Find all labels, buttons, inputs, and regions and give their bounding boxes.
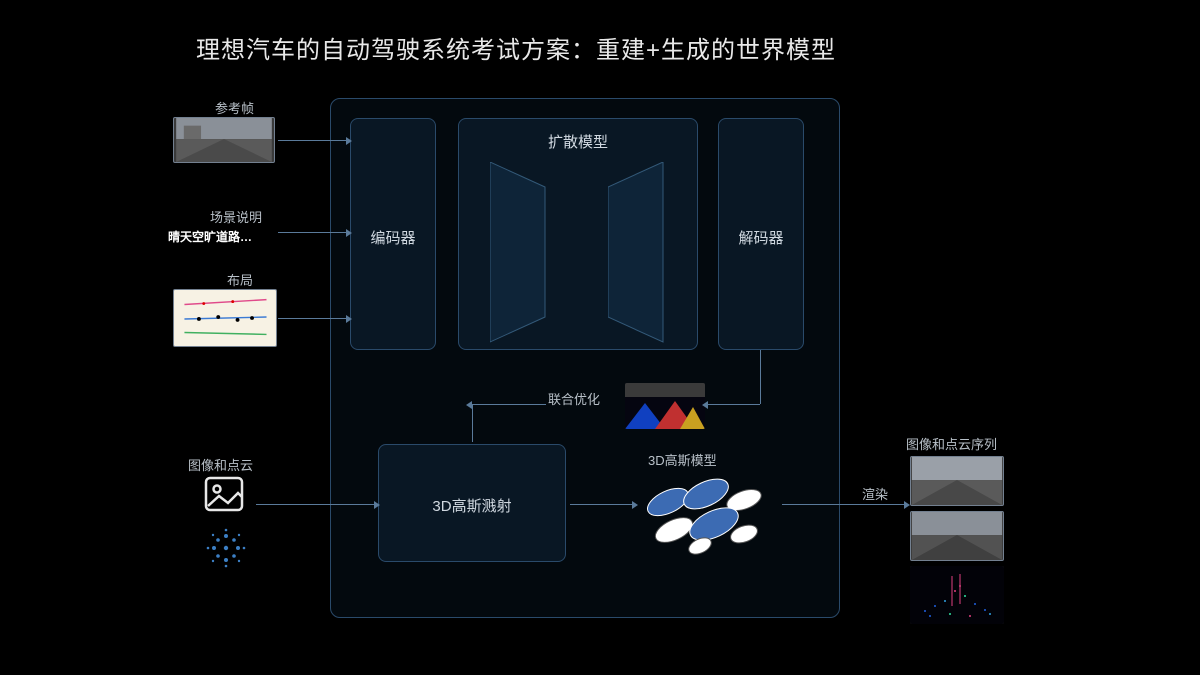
thumb-ref-frame [173, 117, 275, 163]
diffusion-trapezoid-left [490, 162, 548, 344]
arrow-in-2 [278, 232, 346, 233]
label-scene-desc: 场景说明 [210, 207, 262, 226]
label-output-seq: 图像和点云序列 [906, 434, 997, 453]
conn-decoder-down [760, 350, 761, 404]
block-encoder: 编码器 [350, 118, 436, 350]
label-diffusion: 扩散模型 [459, 131, 697, 152]
label-gauss-splat: 3D高斯溅射 [379, 495, 565, 516]
arrow-render-out [782, 504, 904, 505]
diffusion-trapezoid-right [608, 162, 666, 344]
block-gauss-splat: 3D高斯溅射 [378, 444, 566, 562]
pointcloud-icon [204, 526, 248, 570]
gaussian-ellipses [640, 472, 770, 557]
arrow-splat-to-gauss [570, 504, 632, 505]
arrow-in-4 [256, 504, 374, 505]
thumb-out-3 [910, 566, 1004, 624]
diagram-stage: 理想汽车的自动驾驶系统考试方案：重建+生成的世界模型 参考帧 场景说明 晴天空旷… [0, 0, 1200, 675]
label-joint-opt: 联合优化 [548, 389, 600, 408]
arrow-in-1 [278, 140, 346, 141]
conn-joint-left [472, 404, 546, 405]
conn-joint-down [472, 404, 473, 442]
image-icon [204, 476, 244, 512]
arrow-in-3 [278, 318, 346, 319]
label-gauss-model: 3D高斯模型 [648, 450, 717, 469]
label-decoder: 解码器 [719, 227, 803, 248]
value-scene-desc: 晴天空旷道路… [168, 228, 252, 245]
thumb-layout [173, 289, 277, 347]
conn-decoder-left [708, 404, 760, 405]
label-ref-frame: 参考帧 [215, 98, 254, 117]
label-img-pc: 图像和点云 [188, 455, 253, 474]
thumb-joint-opt [625, 383, 705, 429]
block-decoder: 解码器 [718, 118, 804, 350]
label-layout: 布局 [227, 270, 253, 289]
label-render: 渲染 [862, 484, 888, 503]
thumb-out-2 [910, 511, 1004, 561]
page-title: 理想汽车的自动驾驶系统考试方案：重建+生成的世界模型 [196, 30, 836, 65]
label-encoder: 编码器 [351, 227, 435, 248]
thumb-out-1 [910, 456, 1004, 506]
